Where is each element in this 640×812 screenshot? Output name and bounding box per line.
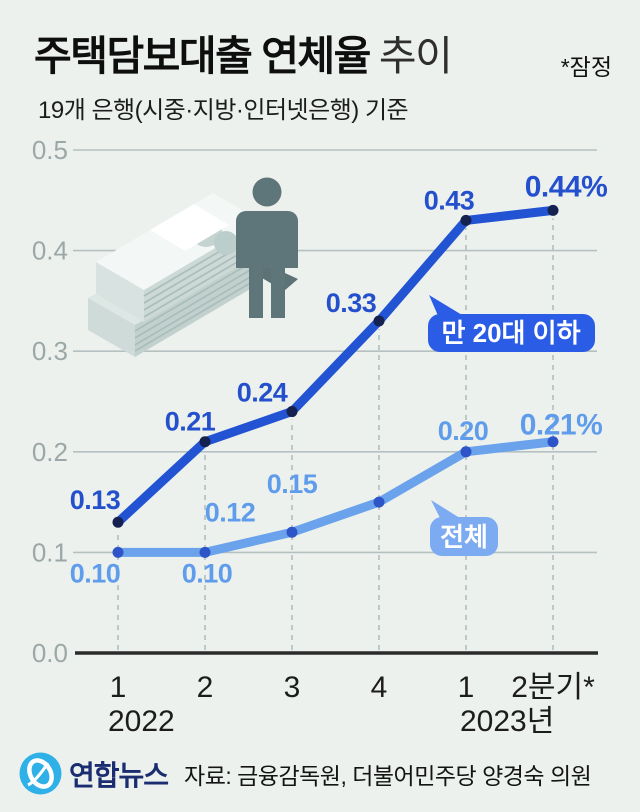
- year-label: 2022: [108, 705, 175, 738]
- page-title-main: 주택담보대출 연체율: [34, 33, 371, 79]
- chart-subtitle: 19개 은행(시중·지방·인터넷은행) 기준: [38, 97, 409, 124]
- y-tick-label: 0.3: [32, 336, 68, 366]
- x-axis-labels-group: 1 2 3 4 1 2분기* 2022 2023년: [108, 671, 595, 738]
- data-point: [286, 526, 298, 538]
- value-label: 0.43: [424, 185, 475, 215]
- gridlines-group: [73, 149, 598, 655]
- value-label: 0.10: [70, 558, 121, 588]
- provisional-note: *잠정: [560, 54, 612, 80]
- y-tick-label: 0.1: [32, 537, 68, 567]
- money-bottom-stripes: [134, 261, 253, 352]
- x-tick-label: 2분기*: [511, 671, 595, 704]
- callout-bubble: [430, 517, 498, 556]
- x-tick-label: 4: [371, 671, 388, 704]
- y-axis-labels-group: 0.5 0.4 0.3 0.2 0.1 0.0: [32, 135, 68, 668]
- yonhap-logo-icon: [19, 752, 62, 795]
- value-label: 0.44%: [525, 170, 608, 203]
- value-label: 0.12: [205, 497, 256, 527]
- data-point: [112, 546, 124, 558]
- data-point: [460, 446, 472, 458]
- value-label: 0.24: [237, 378, 288, 408]
- y-tick-label: 0.5: [32, 135, 68, 165]
- y-tick-label: 0.0: [32, 638, 68, 668]
- yonhap-logo: 연합뉴스: [18, 751, 169, 796]
- person-icon: [236, 177, 298, 318]
- x-tick-label: 1: [458, 671, 475, 704]
- money-top-stripes: [143, 226, 262, 318]
- value-label: 0.21: [165, 407, 216, 437]
- value-label: 0.20: [438, 416, 489, 446]
- series-callout-under20: 만 20대 이하: [428, 295, 595, 352]
- data-point: [547, 204, 559, 216]
- money-stack-illustration: [88, 177, 298, 357]
- data-point: [112, 516, 124, 528]
- series-line-total: [113, 437, 558, 557]
- value-label: 0.21%: [520, 409, 603, 442]
- data-point: [373, 315, 385, 327]
- page-title: 주택담보대출 연체율 추이: [34, 22, 453, 82]
- yonhap-logo-text: 연합뉴스: [69, 759, 169, 791]
- value-labels-group: 0.13 0.21 0.24 0.33 0.43 0.44% 0.10 0.10 0.12 0.1…: [70, 170, 608, 588]
- series-lines-group: [113, 205, 558, 557]
- data-point: [199, 546, 211, 558]
- data-point: [460, 214, 472, 226]
- source-credit: 자료: 금융감독원, 더불어민주당 양경숙 의원: [184, 762, 592, 789]
- year-label: 2023년: [460, 705, 554, 738]
- value-label: 0.10: [182, 558, 233, 588]
- y-tick-label: 0.4: [32, 236, 68, 266]
- value-label: 0.33: [326, 288, 377, 318]
- data-point: [286, 406, 298, 418]
- series-callout-total: 전체: [430, 500, 498, 556]
- callout-tail: [429, 295, 467, 318]
- callout-bubble: [428, 314, 595, 352]
- money-bottom-side: [135, 256, 252, 357]
- callout-tail: [431, 500, 463, 520]
- callout-label-total: 전체: [440, 522, 488, 552]
- x-tick-label: 3: [284, 671, 301, 704]
- money-top-end: [96, 262, 144, 322]
- value-label: 0.13: [70, 485, 121, 515]
- data-point: [547, 436, 559, 448]
- page-title-suffix: 추이: [378, 33, 453, 79]
- x-tick-label: 1: [110, 671, 127, 704]
- banknote-circle-small: [214, 231, 238, 255]
- banknote-band: [150, 204, 229, 251]
- data-point: [199, 436, 211, 448]
- x-tick-label: 2: [197, 671, 214, 704]
- money-bottom-end: [88, 298, 135, 357]
- data-point: [373, 496, 385, 508]
- footer: 연합뉴스 자료: 금융감독원, 더불어민주당 양경숙 의원: [18, 751, 634, 796]
- value-label: 0.15: [267, 469, 318, 499]
- data-points-group: [112, 204, 559, 558]
- series-line-under20: [113, 205, 558, 527]
- y-tick-label: 0.2: [32, 437, 68, 467]
- callout-label-under20: 만 20대 이하: [441, 318, 580, 348]
